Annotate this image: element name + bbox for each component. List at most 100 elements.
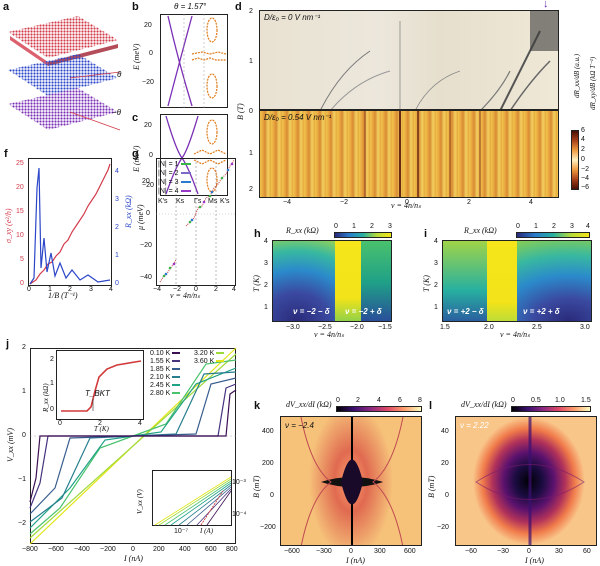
d-xtick-1: −2: [340, 199, 348, 206]
l-ytick-1: 20: [441, 460, 449, 467]
j-inset1-ytick-2: 0: [50, 406, 54, 413]
i-yellow-band: [487, 241, 517, 322]
panel-h: h R_xx (kΩ) 0 1 2 3 T (K) 4 3 2 1 ν = −2…: [250, 226, 395, 336]
l-xtick-2: 0: [527, 548, 531, 555]
h-xtick-2: −2.0: [350, 324, 364, 331]
l-ytick-0: 40: [441, 428, 449, 435]
i-cbar-tick-3: 3: [570, 223, 574, 230]
k-xtick-3: 300: [374, 548, 386, 555]
j-legend-label: 1.55 K: [150, 358, 170, 365]
panel-h-label: h: [254, 228, 261, 240]
j-legend-item: 1.85 K: [150, 366, 180, 374]
d-colorbar: [571, 130, 579, 190]
i-cbar-tick-2: 2: [552, 223, 556, 230]
d-bottom-map: D/ε₀ = 0.54 V nm⁻¹: [259, 110, 559, 198]
j-xtick-4: 0: [131, 546, 135, 553]
j-inset2-xtick-0: 10⁻⁷: [174, 527, 188, 535]
j-legend-item: 1.55 K: [150, 358, 180, 366]
j-inset2-curves: [153, 471, 233, 527]
panel-a: a θ −θ: [0, 0, 125, 140]
g-legend-item: |N| = 4: [158, 187, 191, 196]
j-inset1: T_BKT: [56, 350, 144, 420]
i-xtick-0: 1.5: [440, 324, 450, 331]
j-legend-label: 1.85 K: [150, 366, 170, 373]
j-legend-label: 3.20 K: [194, 350, 214, 357]
panel-b: b θ = 1.57° E (meV) 20 0 −20: [132, 0, 232, 110]
j-inset1-xtick-0: 0: [58, 420, 62, 427]
k-map: ν = −2.4: [280, 416, 422, 546]
d-cbar-label2: dR_xy/dB (kΩ T⁻¹): [589, 57, 597, 110]
j-legend-swatch: [172, 384, 180, 386]
k-cbar-label: dV_xx/dI (kΩ): [286, 400, 332, 409]
d-cbar-label: dR_xx/dB (a.u.): [573, 54, 581, 98]
k-ytick-1: 200: [262, 460, 274, 467]
k-xtick-1: −300: [316, 548, 332, 555]
d-cbar-tick-4: −2: [581, 166, 589, 173]
j-xtick-6: 400: [179, 546, 191, 553]
g-legend-item: |N| = 1: [158, 160, 191, 169]
j-legend-swatch: [216, 360, 224, 362]
j-legend-label: 0.10 K: [150, 350, 170, 357]
l-xtick-4: 60: [583, 548, 591, 555]
l-ytick-3: −20: [437, 524, 449, 531]
j-xtick-5: 200: [153, 546, 165, 553]
h-ytick-3: 1: [264, 304, 268, 311]
j-inset2-xlabel: I (A): [200, 527, 213, 535]
d-cbar-tick-0: 6: [581, 127, 585, 134]
k-features: [281, 417, 422, 546]
i-xtick-2: 2.5: [532, 324, 542, 331]
j-inset1-annotation: T_BKT: [85, 389, 110, 398]
l-features: [456, 417, 597, 546]
i-cbar-tick-0: 0: [516, 223, 520, 230]
panel-d: d ↓ B (T) 2 1 0 1 2 D/ε₀ = 0 V nm⁻¹ D/ε₀…: [235, 0, 600, 210]
i-xlabel: ν = 4n/nₛ: [500, 330, 530, 339]
minus-theta-label: −θ: [112, 108, 121, 117]
h-ytick-1: 3: [264, 260, 268, 267]
l-map: ν = 2.22: [455, 416, 597, 546]
k-ytick-2: 0: [270, 492, 274, 499]
g-legend-label: |N| = 1: [158, 161, 179, 168]
h-cbar-label: R_xx (kΩ): [286, 226, 319, 235]
d-xtick-0: −4: [283, 199, 291, 206]
k-xtick-2: 0: [349, 548, 353, 555]
i-cbar-tick-4: 4: [586, 223, 590, 230]
f-xtick-4: 4: [109, 286, 113, 293]
i-cbar-label: R_xx (kΩ): [464, 226, 497, 235]
l-xlabel: I (nA): [525, 556, 544, 565]
l-cbar-tick-2: 1.0: [555, 397, 565, 404]
j-legend-item: 3.20 K: [194, 350, 224, 358]
g-legend: |N| = 1 |N| = 2 |N| = 3 |N| = 4: [158, 160, 191, 196]
d-top-field-text: D/ε₀ = 0 V nm⁻¹: [264, 13, 320, 22]
k-cbar-tick-1: 2: [356, 397, 360, 404]
l-ytick-2: 0: [445, 492, 449, 499]
panel-i-label: i: [424, 228, 427, 240]
k-cbar-tick-4: 8: [418, 397, 422, 404]
f-xlabel: 1/B (T⁻¹): [48, 291, 78, 300]
d-cbar-tick-2: 2: [581, 146, 585, 153]
k-nu-text: ν = −2.4: [285, 421, 314, 430]
d-cbar-tick-1: 4: [581, 136, 585, 143]
j-xtick-0: −800: [22, 546, 38, 553]
band-structure-b: [132, 0, 232, 110]
h-cbar-tick-3: 3: [388, 223, 392, 230]
j-xtick-2: −400: [74, 546, 90, 553]
g-legend-item: |N| = 3: [158, 178, 191, 187]
g-legend-swatch: [181, 190, 191, 192]
j-inset1-ylabel: R_xx (kΩ): [42, 383, 50, 412]
j-legend-item: 2.45 K: [150, 382, 180, 390]
j-legend-item: 2.80 K: [150, 390, 180, 398]
k-xtick-4: 600: [404, 548, 416, 555]
i-text-left: ν = +2 − δ: [447, 307, 484, 316]
i-colorbar: [516, 232, 590, 238]
d-top-map: D/ε₀ = 0 V nm⁻¹: [259, 10, 559, 110]
i-ytick-2: 2: [434, 282, 438, 289]
j-inset2-ytick-1: 10⁻⁴: [232, 510, 247, 518]
d-arrow-marker: ↓: [543, 0, 549, 10]
j-legend-label: 2.80 K: [150, 390, 170, 397]
j-legend-item: 2.10 K: [150, 374, 180, 382]
d-ytick-2: 0: [249, 108, 253, 115]
g-legend-label: |N| = 2: [158, 170, 179, 177]
l-cbar-tick-3: 1.5: [581, 397, 591, 404]
j-inset2: [152, 470, 232, 526]
g-legend-item: |N| = 2: [158, 169, 191, 178]
